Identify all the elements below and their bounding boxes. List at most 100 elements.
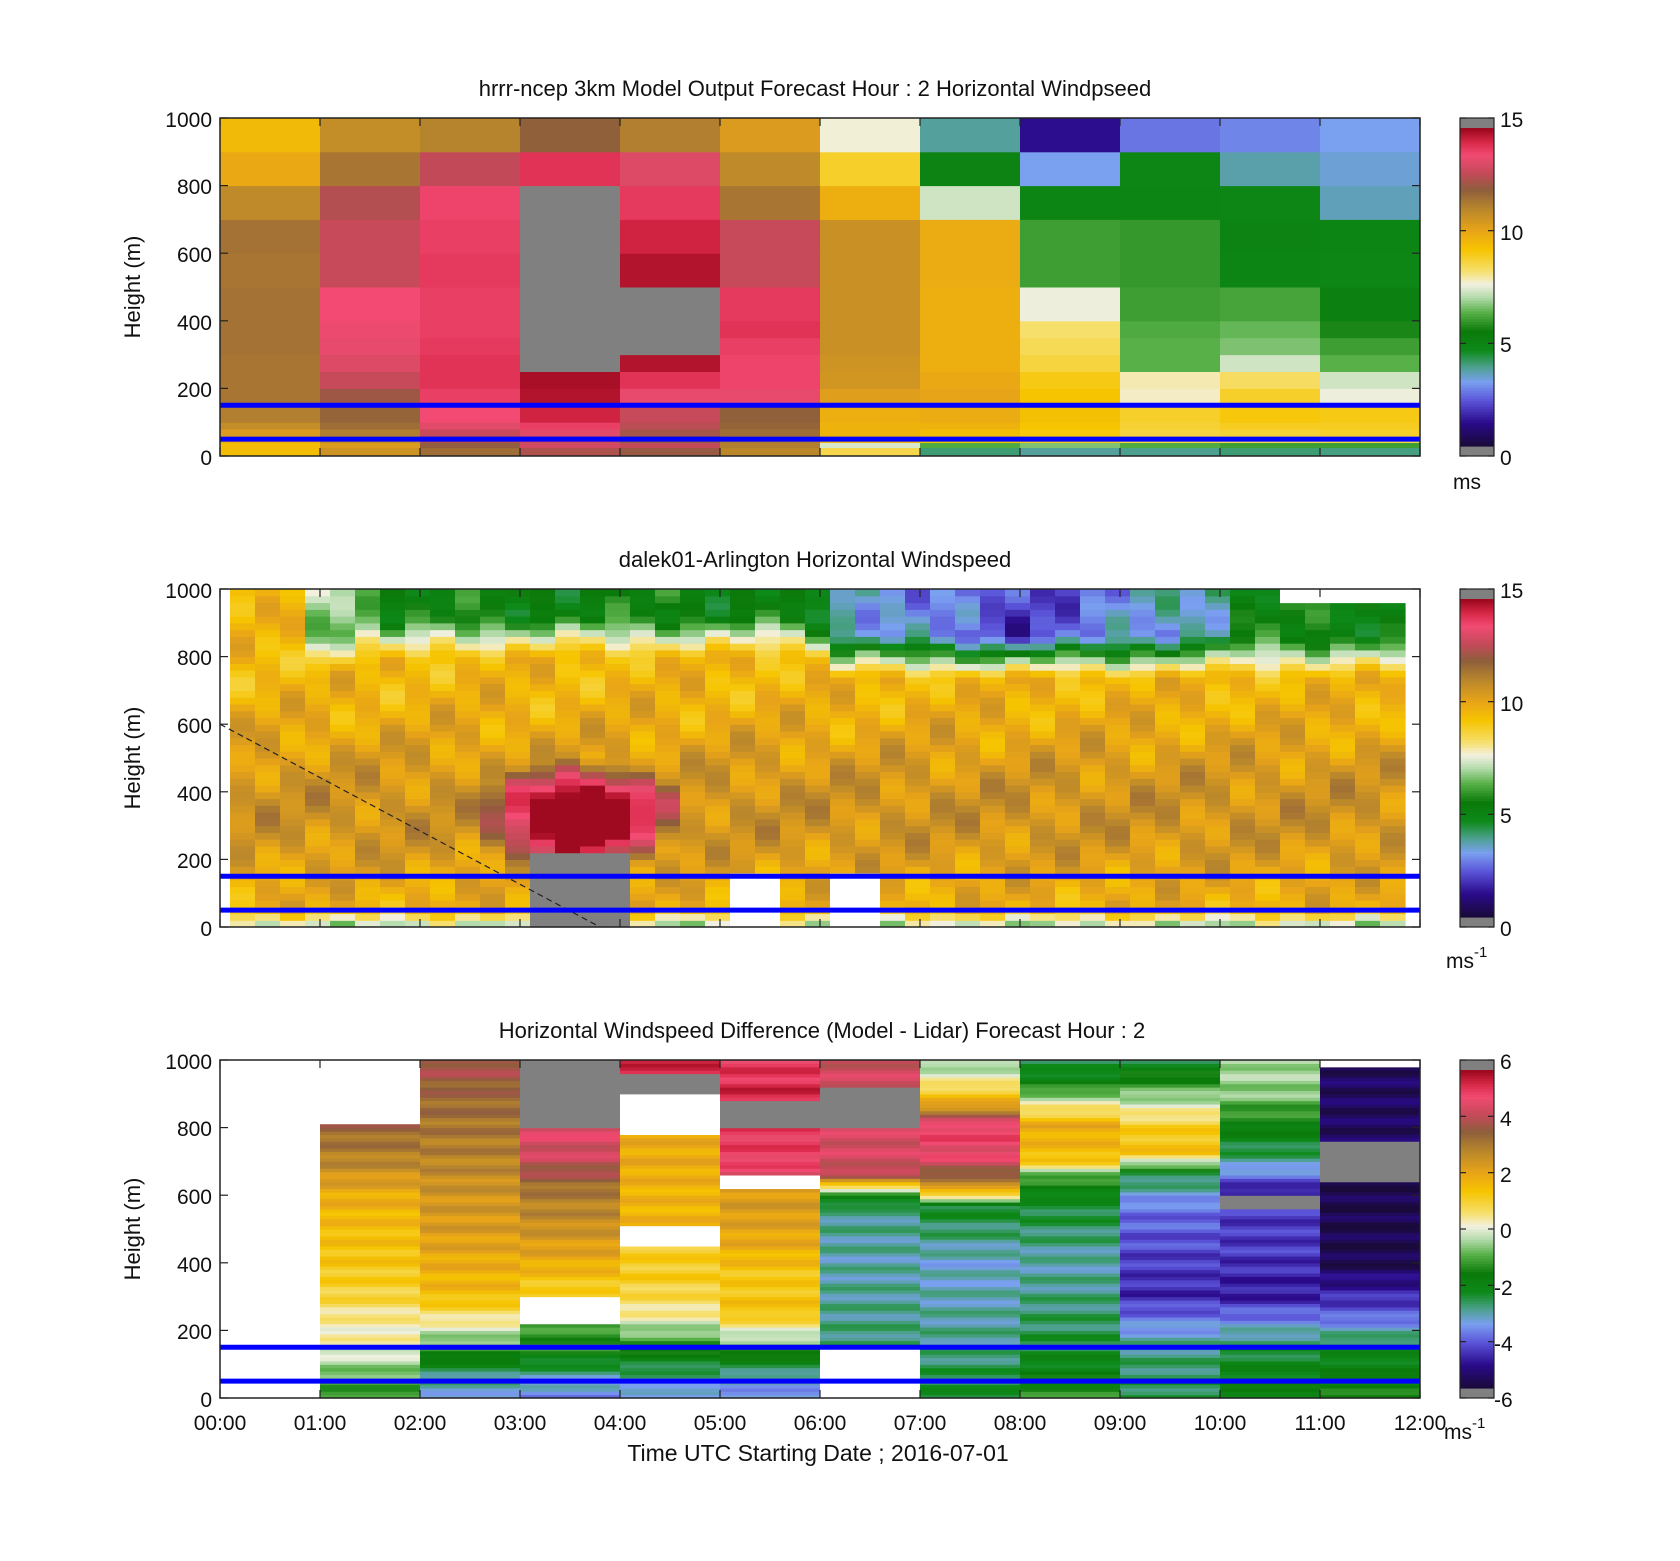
panel-difference-cbtick-6: 6 bbox=[1500, 1051, 1512, 1074]
colorbar-segment bbox=[1460, 1123, 1494, 1127]
difference-cell bbox=[1120, 1178, 1221, 1183]
difference-cell bbox=[820, 1337, 921, 1342]
lidar-cell bbox=[805, 845, 831, 854]
difference-cell bbox=[620, 1218, 721, 1223]
model-cell bbox=[620, 219, 721, 254]
lidar-cell bbox=[955, 595, 981, 604]
difference-cell bbox=[620, 1201, 721, 1206]
lidar-cell bbox=[505, 616, 531, 624]
difference-cell bbox=[1220, 1164, 1321, 1169]
lidar-cell bbox=[955, 683, 981, 691]
lidar-cell bbox=[730, 609, 756, 617]
colorbar-segment bbox=[1460, 363, 1494, 368]
difference-cell bbox=[420, 1215, 521, 1220]
colorbar-segment bbox=[1460, 1353, 1494, 1357]
lidar-cell bbox=[930, 710, 956, 719]
difference-cell bbox=[620, 1161, 721, 1166]
lidar-cell bbox=[780, 589, 806, 597]
model-cell bbox=[420, 447, 521, 457]
lidar-cell bbox=[655, 825, 681, 833]
lidar-cell bbox=[655, 785, 681, 793]
difference-cell bbox=[520, 1337, 621, 1342]
difference-cell bbox=[1020, 1360, 1121, 1365]
lidar-cell bbox=[1080, 629, 1106, 637]
lidar-cell bbox=[1055, 805, 1081, 813]
lidar-cell bbox=[1380, 920, 1406, 928]
colorbar-segment bbox=[1460, 903, 1494, 907]
difference-cell bbox=[420, 1269, 521, 1274]
model-cell bbox=[820, 287, 921, 322]
difference-cell bbox=[720, 1299, 821, 1304]
difference-cell bbox=[420, 1130, 521, 1135]
model-cell bbox=[320, 422, 421, 430]
lidar-cell bbox=[530, 798, 556, 806]
difference-cell bbox=[720, 1391, 821, 1396]
lidar-cell bbox=[1355, 886, 1381, 894]
lidar-cell bbox=[830, 629, 856, 637]
difference-cell bbox=[620, 1303, 721, 1308]
lidar-cell bbox=[1055, 825, 1081, 833]
panel-model-ytick-0: 0 bbox=[200, 447, 212, 470]
lidar-cell bbox=[655, 751, 681, 759]
lidar-cell bbox=[830, 805, 856, 813]
lidar-cell bbox=[705, 643, 731, 651]
lidar-cell bbox=[930, 703, 956, 712]
lidar-cell bbox=[780, 798, 806, 806]
colorbar-segment bbox=[1460, 638, 1494, 642]
difference-cell bbox=[320, 1222, 421, 1227]
lidar-cell bbox=[1080, 602, 1106, 610]
lidar-cell bbox=[1305, 609, 1331, 617]
difference-cell bbox=[320, 1154, 421, 1159]
lidar-cell bbox=[1330, 697, 1356, 705]
lidar-cell bbox=[1230, 832, 1256, 840]
difference-cell bbox=[820, 1384, 921, 1389]
difference-cell bbox=[420, 1134, 521, 1139]
lidar-cell bbox=[1055, 609, 1081, 617]
lidar-cell bbox=[980, 845, 1006, 854]
difference-cell bbox=[520, 1201, 621, 1206]
difference-cell bbox=[320, 1127, 421, 1132]
lidar-cell bbox=[1155, 616, 1181, 624]
lidar-cell bbox=[280, 663, 306, 671]
panel-model-y-ticks: 0 200 400 600 800 1000 bbox=[165, 109, 212, 470]
difference-cell bbox=[520, 1208, 621, 1213]
lidar-cell bbox=[880, 643, 906, 651]
lidar-cell bbox=[1030, 913, 1056, 921]
colorbar-segment bbox=[1460, 1276, 1494, 1280]
lidar-cell bbox=[855, 670, 881, 678]
difference-cell bbox=[520, 1154, 621, 1159]
lidar-cell bbox=[1280, 832, 1306, 840]
lidar-cell bbox=[1055, 832, 1081, 840]
lidar-cell bbox=[1255, 866, 1281, 874]
lidar-cell bbox=[1330, 899, 1356, 908]
lidar-cell bbox=[330, 744, 356, 752]
lidar-cell bbox=[955, 852, 981, 860]
difference-cell bbox=[820, 1100, 921, 1105]
lidar-cell bbox=[1080, 812, 1106, 820]
lidar-cell bbox=[1055, 886, 1081, 894]
lidar-cell bbox=[1330, 717, 1356, 725]
difference-cell bbox=[620, 1256, 721, 1261]
lidar-cell bbox=[530, 697, 556, 705]
lidar-cell bbox=[855, 778, 881, 786]
difference-cell bbox=[520, 1279, 621, 1284]
lidar-cell bbox=[530, 852, 556, 860]
lidar-cell bbox=[755, 818, 781, 827]
colorbar-segment bbox=[1460, 220, 1494, 224]
lidar-cell bbox=[1305, 622, 1331, 631]
lidar-cell bbox=[730, 730, 756, 739]
lidar-cell bbox=[280, 703, 306, 712]
difference-cell bbox=[920, 1060, 1021, 1064]
lidar-cell bbox=[580, 758, 606, 766]
colorbar-segment bbox=[1460, 736, 1494, 741]
lidar-cell bbox=[955, 866, 981, 874]
difference-cell bbox=[1120, 1120, 1221, 1125]
lidar-cell bbox=[905, 724, 931, 732]
difference-cell bbox=[520, 1205, 621, 1210]
difference-cell bbox=[420, 1340, 521, 1345]
lidar-cell bbox=[355, 683, 381, 691]
lidar-cell bbox=[630, 893, 656, 901]
difference-cell bbox=[520, 1370, 621, 1375]
lidar-cell bbox=[955, 791, 981, 800]
panel-model-colorbar-unit: ms bbox=[1453, 471, 1481, 494]
